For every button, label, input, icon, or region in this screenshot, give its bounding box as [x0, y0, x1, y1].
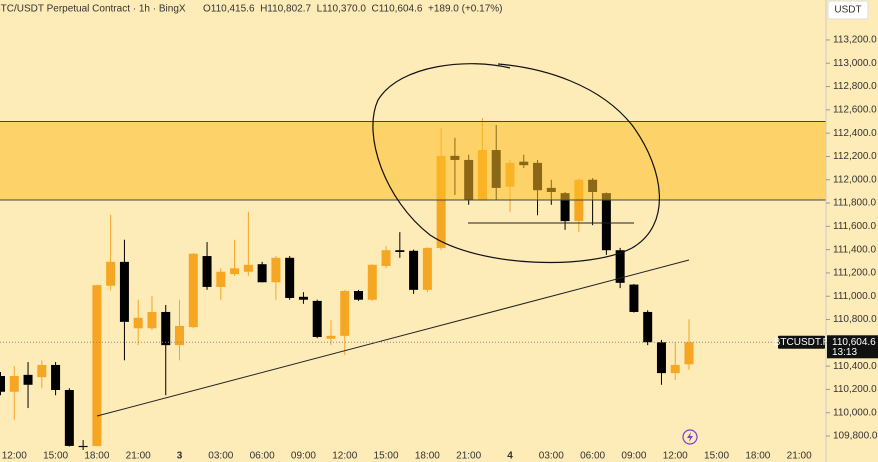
y-tick-label: 112,800.0: [833, 81, 877, 92]
currency-button-label[interactable]: USDT: [834, 5, 861, 16]
candle-body: [271, 257, 281, 283]
x-tick-label: 21:00: [456, 451, 481, 462]
x-tick-label: 12:00: [332, 451, 357, 462]
x-tick-label: 18:00: [84, 451, 109, 462]
x-tick-label: 03:00: [208, 451, 233, 462]
x-tick-label: 09:00: [621, 451, 646, 462]
candle-body: [106, 261, 116, 286]
candle-body: [0, 376, 5, 392]
last-price-tag-bg: [827, 335, 878, 359]
candle-body: [684, 342, 694, 365]
x-tick-label: 4: [507, 451, 513, 462]
x-tick-label: 03:00: [539, 451, 564, 462]
x-tick-label: 12:00: [2, 451, 27, 462]
y-tick-label: 111,400.0: [833, 244, 876, 255]
x-tick-label: 15:00: [43, 451, 68, 462]
candle-body: [161, 311, 171, 346]
candle-body: [436, 155, 446, 248]
y-tick-label: 110,000.0: [833, 407, 877, 418]
x-tick-label: 06:00: [580, 451, 605, 462]
candle-body: [409, 250, 419, 290]
x-tick-label: 18:00: [415, 451, 440, 462]
candle-body: [381, 250, 391, 266]
y-tick-label: 111,800.0: [833, 198, 876, 209]
candle-body: [92, 285, 102, 446]
candle-body: [230, 268, 240, 275]
last-price-label: 110,604.6: [832, 337, 876, 348]
candle-body: [37, 364, 47, 378]
x-tick-label: 06:00: [250, 451, 275, 462]
y-tick-label: 112,400.0: [833, 128, 877, 139]
candle-body: [643, 311, 653, 343]
y-tick-label: 110,200.0: [833, 384, 877, 395]
y-tick-label: 110,400.0: [833, 361, 877, 372]
candle-body: [367, 264, 377, 300]
candle-body: [147, 311, 157, 329]
y-tick-label: 111,200.0: [833, 268, 876, 279]
candle-body: [51, 364, 61, 391]
candle-body: [601, 193, 611, 251]
candle-body: [615, 250, 625, 283]
x-tick-label: 21:00: [126, 451, 151, 462]
x-tick-label: 18:00: [745, 451, 770, 462]
y-tick-label: 113,200.0: [833, 35, 877, 46]
x-tick-label: 21:00: [787, 451, 812, 462]
candle-body: [202, 256, 212, 287]
x-tick-label: 15:00: [374, 451, 399, 462]
candle-body: [656, 342, 666, 374]
y-tick-label: 111,600.0: [833, 221, 876, 232]
chart-title: BTC/USDT Perpetual Contract · 1h · BingX: [0, 4, 186, 15]
candle-body: [560, 193, 570, 222]
y-tick-label: 113,000.0: [833, 58, 877, 69]
candle-body: [64, 390, 74, 446]
candle-body: [175, 325, 185, 346]
x-tick-label: 09:00: [291, 451, 316, 462]
y-tick-label: 109,800.0: [833, 431, 878, 442]
candle-body: [78, 445, 88, 448]
candle-body: [354, 290, 364, 300]
symbol-tag: BTCUSDT.P: [774, 337, 830, 348]
candle-body: [119, 261, 129, 322]
candle-body: [188, 253, 198, 328]
alert-icon[interactable]: [682, 429, 698, 445]
hand-drawn-ellipse: [372, 63, 661, 264]
candle-body: [23, 374, 33, 385]
symbol-tag-bg: [778, 335, 825, 349]
candle-body: [133, 317, 143, 329]
x-tick-label: 12:00: [663, 451, 688, 462]
candle-body: [9, 376, 19, 392]
x-tick-label: 15:00: [704, 451, 729, 462]
y-tick-label: 110,800.0: [833, 314, 877, 325]
candle-body: [298, 296, 308, 300]
y-tick-label: 112,600.0: [833, 104, 877, 115]
candle-body: [629, 284, 639, 312]
candle-body: [670, 364, 680, 374]
y-tick-label: 111,000.0: [833, 291, 876, 302]
supply-zone: [0, 121, 826, 200]
candle-body: [257, 264, 267, 283]
candle-body: [326, 335, 336, 339]
candle-body: [285, 257, 295, 298]
candle-body: [340, 290, 350, 336]
y-tick-label: 112,000.0: [833, 174, 877, 185]
candle-body: [422, 247, 432, 290]
trend-line: [96, 259, 690, 417]
x-tick-label: 3: [177, 451, 183, 462]
ohlc-readout: O110,415.6 H110,802.7 L110,370.0 C110,60…: [203, 4, 503, 15]
candle-body: [312, 300, 322, 338]
alert-icon-bolt[interactable]: [687, 432, 693, 442]
candle-body: [395, 250, 405, 252]
countdown: 13:13: [832, 347, 857, 358]
y-tick-label: 112,200.0: [833, 151, 877, 162]
currency-button[interactable]: [827, 0, 869, 20]
candle-body: [216, 271, 226, 287]
candle-body: [243, 264, 253, 272]
